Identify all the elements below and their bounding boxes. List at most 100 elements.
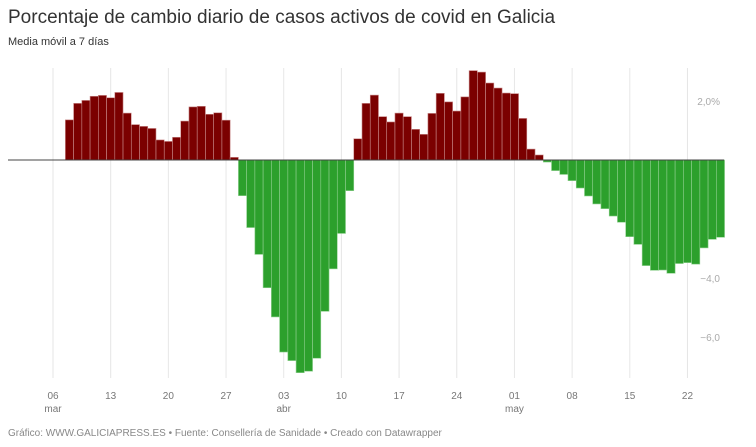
- bar: [328, 159, 338, 270]
- bar: [221, 119, 231, 161]
- x-tick-label: 10: [336, 391, 348, 402]
- x-tick-label: 06: [47, 391, 59, 402]
- bar: [444, 101, 453, 161]
- x-tick-label: 17: [394, 391, 406, 402]
- bar: [683, 159, 692, 263]
- bar: [345, 159, 355, 191]
- bar: [172, 136, 182, 161]
- x-tick-label: 27: [220, 391, 232, 402]
- x-tick-label: 01: [509, 391, 521, 402]
- bar: [427, 113, 437, 161]
- bar: [295, 159, 305, 373]
- bar: [287, 159, 297, 361]
- x-tick-month: may: [505, 404, 524, 415]
- bar: [73, 103, 83, 161]
- bar: [246, 159, 256, 228]
- bar: [617, 159, 626, 223]
- bar: [106, 97, 116, 161]
- bar: [65, 119, 74, 161]
- bar: [435, 93, 445, 161]
- chart-subtitle: Media móvil a 7 días: [8, 36, 109, 48]
- x-tick-month: mar: [44, 404, 62, 415]
- bar: [279, 159, 289, 353]
- bar: [271, 159, 280, 318]
- bar: [452, 110, 462, 161]
- bar: [320, 159, 330, 312]
- bar: [238, 159, 247, 196]
- x-tick-label: 24: [451, 391, 463, 402]
- bar: [468, 70, 478, 161]
- chart-footer: Gráfico: WWW.GALICIAPRESS.ES • Fuente: C…: [8, 428, 442, 439]
- bar: [625, 159, 635, 237]
- bar: [262, 159, 272, 289]
- bar: [254, 159, 264, 255]
- x-tick-label: 08: [567, 391, 579, 402]
- bar: [477, 71, 486, 161]
- bar: [81, 100, 91, 161]
- x-tick-label: 22: [682, 391, 694, 402]
- bar: [485, 82, 495, 161]
- bar: [163, 141, 173, 161]
- bar: [526, 148, 536, 161]
- bar: [98, 95, 107, 161]
- bar: [402, 116, 412, 161]
- bar: [658, 159, 668, 271]
- bar-chart: 06mar13202703abr10172401may0815222,0%−2,…: [8, 68, 725, 415]
- bar: [336, 159, 346, 234]
- x-tick-label: 20: [163, 391, 175, 402]
- bar: [716, 159, 725, 238]
- bar: [130, 124, 140, 161]
- bar: [419, 134, 429, 161]
- bar: [691, 159, 701, 265]
- bar: [122, 112, 132, 161]
- bar: [114, 92, 124, 161]
- bar: [575, 159, 585, 189]
- y-tick-label: 2,0%: [697, 97, 720, 108]
- bar: [650, 159, 659, 271]
- bar: [551, 159, 561, 171]
- bar: [155, 139, 165, 161]
- x-tick-label: 13: [105, 391, 117, 402]
- bar: [501, 92, 511, 161]
- x-tick-label: 15: [624, 391, 636, 402]
- bar: [600, 159, 610, 209]
- bar: [411, 129, 420, 161]
- bar: [180, 120, 190, 161]
- y-tick-label: −6,0: [700, 333, 720, 344]
- bar: [378, 116, 388, 161]
- bar: [196, 106, 206, 161]
- bar: [139, 126, 149, 161]
- bar: [518, 118, 528, 161]
- bar: [592, 159, 602, 205]
- bar: [304, 159, 313, 372]
- bar: [707, 159, 717, 240]
- bar: [510, 93, 519, 161]
- bar: [89, 95, 99, 161]
- bar: [608, 159, 618, 217]
- bar: [205, 113, 214, 161]
- bar: [361, 103, 371, 161]
- bar: [188, 106, 198, 161]
- bar: [584, 159, 594, 197]
- bar: [147, 128, 157, 161]
- bar: [353, 138, 363, 161]
- bar: [559, 159, 569, 175]
- chart-title: Porcentaje de cambio diario de casos act…: [8, 7, 556, 28]
- bar: [534, 154, 544, 161]
- x-tick-label: 03: [278, 391, 290, 402]
- bar: [641, 159, 651, 266]
- bar: [369, 94, 379, 161]
- bar: [567, 159, 577, 181]
- bar: [460, 96, 470, 161]
- bar: [674, 159, 684, 264]
- bar: [386, 121, 396, 161]
- bar: [666, 159, 676, 274]
- bar: [699, 159, 709, 249]
- y-tick-label: −4,0: [700, 274, 720, 285]
- bar: [493, 87, 503, 161]
- x-tick-month: abr: [276, 404, 291, 415]
- bar: [312, 159, 322, 359]
- bar: [394, 112, 404, 161]
- bar: [633, 159, 643, 245]
- bar: [213, 112, 223, 161]
